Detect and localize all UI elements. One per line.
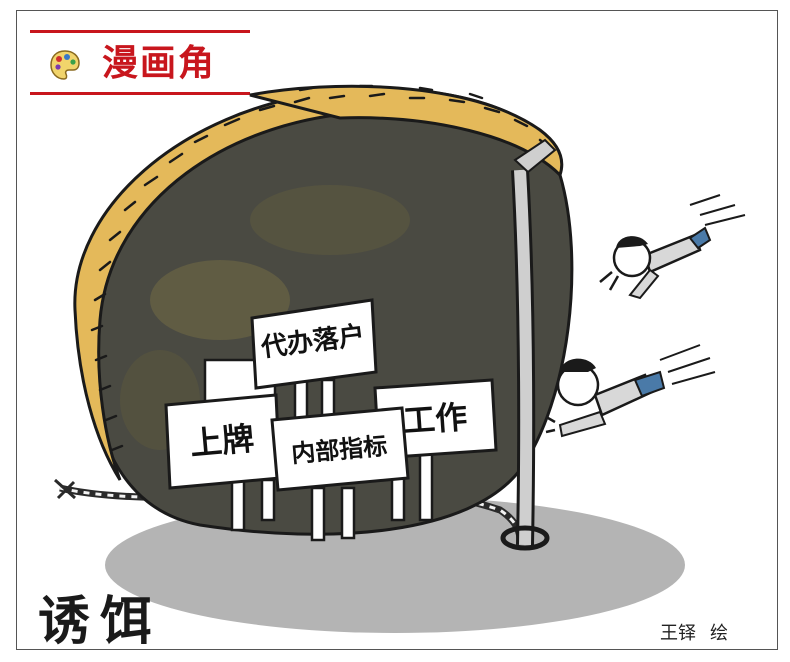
sign-plate-text: 上牌: [188, 419, 255, 462]
artist-name: 王铎: [660, 623, 696, 644]
cartoon-caption: 诱饵: [38, 591, 163, 652]
prop-stick-top: [513, 138, 557, 174]
column-title: 漫画角: [102, 42, 217, 84]
basket-texture: [250, 185, 410, 255]
palette-icon: [50, 50, 80, 80]
flying-man-upper: [599, 194, 746, 300]
sign-posts: [230, 378, 434, 542]
header-top-rule: [30, 30, 250, 33]
artist-credit: 王铎绘: [660, 622, 728, 646]
column-header: 漫画角: [30, 30, 250, 96]
prop-stick-fill: [514, 169, 533, 546]
flying-man-lower: [545, 344, 716, 438]
credit-suffix: 绘: [710, 623, 728, 644]
rope-knot: [500, 525, 550, 551]
sign-quota: [270, 406, 410, 492]
sign-job-text: 工作: [402, 398, 469, 440]
header-bottom-rule: [30, 92, 250, 95]
sign-hukou: [250, 298, 378, 390]
weave-marks: [90, 84, 552, 452]
rope-end: [53, 478, 77, 500]
